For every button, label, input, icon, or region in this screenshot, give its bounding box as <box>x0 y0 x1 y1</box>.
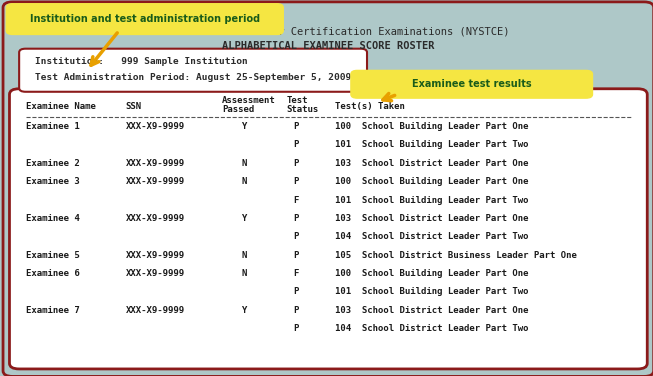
Text: Assessment: Assessment <box>222 96 276 105</box>
Text: Test: Test <box>287 96 308 105</box>
Text: Y: Y <box>242 306 247 315</box>
Text: 101  School Building Leader Part Two: 101 School Building Leader Part Two <box>335 287 528 296</box>
Text: New York State Teacher Certification Examinations (NYSTCE): New York State Teacher Certification Exa… <box>147 27 509 37</box>
Text: 104  School District Leader Part Two: 104 School District Leader Part Two <box>335 324 528 333</box>
Text: F: F <box>293 269 298 278</box>
Text: Examinee 4: Examinee 4 <box>25 214 79 223</box>
Text: Examinee 5: Examinee 5 <box>25 250 79 259</box>
Text: N: N <box>242 269 247 278</box>
Text: P: P <box>293 287 298 296</box>
Text: F: F <box>293 196 298 205</box>
Text: P: P <box>293 214 298 223</box>
Text: 103  School District Leader Part One: 103 School District Leader Part One <box>335 214 528 223</box>
Text: XXX-X9-9999: XXX-X9-9999 <box>125 306 185 315</box>
Text: XXX-X9-9999: XXX-X9-9999 <box>125 214 185 223</box>
Text: Y: Y <box>242 122 247 131</box>
Text: Passed: Passed <box>222 105 254 114</box>
Text: XXX-X9-9999: XXX-X9-9999 <box>125 269 185 278</box>
Text: ALPHABETICAL EXAMINEE SCORE ROSTER: ALPHABETICAL EXAMINEE SCORE ROSTER <box>222 41 435 51</box>
Text: P: P <box>293 122 298 131</box>
FancyBboxPatch shape <box>10 89 647 369</box>
Text: Examinee 6: Examinee 6 <box>25 269 79 278</box>
Text: N: N <box>242 250 247 259</box>
Text: Test(s) Taken: Test(s) Taken <box>335 102 405 111</box>
Text: P: P <box>293 232 298 241</box>
Text: Institution and test administration period: Institution and test administration peri… <box>29 14 260 24</box>
Text: 103  School District Leader Part One: 103 School District Leader Part One <box>335 306 528 315</box>
Text: P: P <box>293 177 298 186</box>
Text: 100  School Building Leader Part One: 100 School Building Leader Part One <box>335 177 528 186</box>
Text: Test Administration Period: August 25-September 5, 2009: Test Administration Period: August 25-Se… <box>35 73 351 82</box>
Text: Examinee 7: Examinee 7 <box>25 306 79 315</box>
Text: Examinee 2: Examinee 2 <box>25 159 79 168</box>
Text: Y: Y <box>242 214 247 223</box>
Text: Examinee test results: Examinee test results <box>411 79 531 89</box>
Text: 103  School District Leader Part One: 103 School District Leader Part One <box>335 159 528 168</box>
Text: 100  School Building Leader Part One: 100 School Building Leader Part One <box>335 122 528 131</box>
Text: P: P <box>293 141 298 149</box>
Text: Institution:   999 Sample Institution: Institution: 999 Sample Institution <box>35 57 248 66</box>
Text: P: P <box>293 306 298 315</box>
Text: Examinee 1: Examinee 1 <box>25 122 79 131</box>
Text: 105  School District Business Leader Part One: 105 School District Business Leader Part… <box>335 250 577 259</box>
Text: P: P <box>293 324 298 333</box>
Text: N: N <box>242 177 247 186</box>
Text: N: N <box>242 159 247 168</box>
Text: XXX-X9-9999: XXX-X9-9999 <box>125 250 185 259</box>
Text: P: P <box>293 159 298 168</box>
FancyBboxPatch shape <box>7 4 283 35</box>
Text: XXX-X9-9999: XXX-X9-9999 <box>125 159 185 168</box>
Text: P: P <box>293 250 298 259</box>
Text: XXX-X9-9999: XXX-X9-9999 <box>125 122 185 131</box>
Text: 100  School Building Leader Part One: 100 School Building Leader Part One <box>335 269 528 278</box>
Text: 104  School District Leader Part Two: 104 School District Leader Part Two <box>335 232 528 241</box>
Text: Examinee Name: Examinee Name <box>25 102 95 111</box>
Text: 101  School Building Leader Part Two: 101 School Building Leader Part Two <box>335 196 528 205</box>
Text: SSN: SSN <box>125 102 142 111</box>
Text: XXX-X9-9999: XXX-X9-9999 <box>125 177 185 186</box>
FancyBboxPatch shape <box>351 70 592 98</box>
FancyBboxPatch shape <box>3 2 653 376</box>
Text: Status: Status <box>287 105 319 114</box>
Text: Examinee 3: Examinee 3 <box>25 177 79 186</box>
Text: 101  School Building Leader Part Two: 101 School Building Leader Part Two <box>335 141 528 149</box>
FancyBboxPatch shape <box>19 49 367 92</box>
